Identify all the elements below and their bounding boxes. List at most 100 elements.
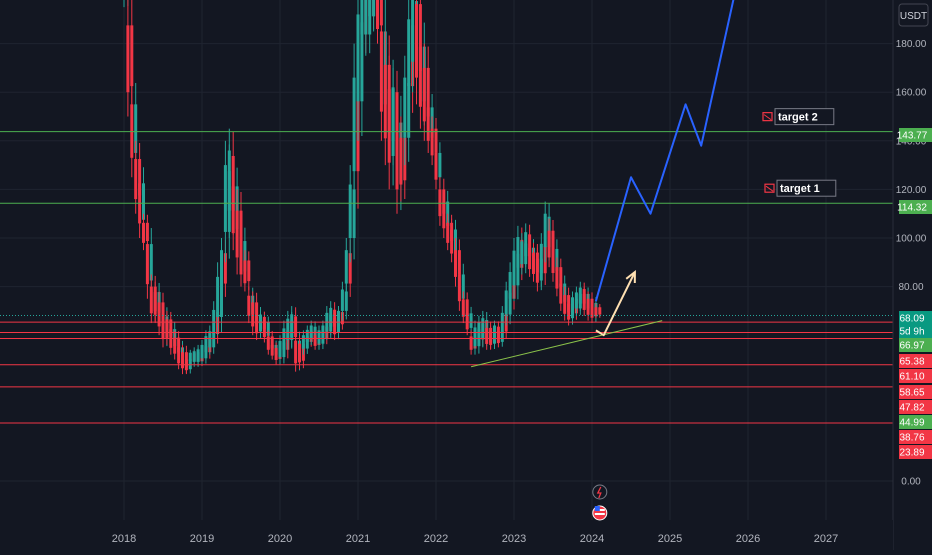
candle-body: [149, 244, 153, 281]
candle-body: [422, 67, 426, 122]
price-label-box: [899, 430, 932, 444]
candle-body: [181, 352, 184, 369]
price-label: 47.82: [899, 403, 924, 414]
candle-body: [286, 318, 290, 341]
currency-label: USDT: [900, 11, 927, 22]
candle-body: [192, 351, 196, 362]
projection-arrow-small-head: [625, 269, 636, 284]
candle-body: [434, 128, 438, 153]
candle-body: [485, 327, 489, 344]
candle-body: [399, 137, 403, 185]
candle-body: [528, 247, 532, 270]
candle-body: [426, 107, 430, 141]
x-tick-label: 2022: [424, 533, 448, 545]
candle-body: [454, 250, 457, 277]
lightning-icon[interactable]: [592, 484, 608, 500]
flag-icon: [764, 183, 775, 193]
lightning-icon-bolt: [596, 486, 602, 499]
price-label-box: [899, 324, 932, 338]
candle-body: [512, 250, 516, 286]
candle-body: [340, 289, 344, 311]
candle-body: [532, 252, 535, 274]
candle-body: [344, 250, 348, 284]
candle-body: [391, 87, 395, 141]
y-tick-label: 100.00: [896, 234, 927, 245]
price-label: 58.65: [899, 388, 924, 399]
price-label: 61.10: [899, 372, 924, 383]
candle-body: [278, 341, 282, 358]
candle-body: [582, 293, 586, 310]
candle-body: [442, 201, 446, 229]
x-tick-label: 2018: [112, 533, 136, 545]
candle-body: [376, 0, 379, 30]
candle-body: [243, 260, 247, 284]
candle-body: [134, 104, 138, 153]
us-flag-icon-canton: [594, 506, 600, 511]
candle-body: [387, 89, 391, 163]
candle-body: [520, 241, 524, 265]
price-axis: [893, 0, 932, 550]
candle-body: [524, 232, 528, 257]
candle-body: [383, 64, 387, 139]
candle-body: [266, 336, 270, 350]
candle-body: [223, 165, 227, 232]
candle-body: [317, 330, 321, 344]
candle-body: [352, 77, 356, 172]
candle-body: [130, 104, 134, 158]
candle-body: [165, 319, 169, 339]
x-tick-label: 2024: [580, 533, 604, 545]
candle-body: [551, 248, 555, 273]
candle-body: [348, 253, 352, 284]
candle-body: [348, 184, 352, 238]
candle-body: [590, 303, 594, 318]
candle-body: [430, 128, 434, 156]
candle-body: [360, 22, 364, 102]
x-tick-label: 2020: [268, 533, 292, 545]
price-label-box: [899, 445, 932, 459]
x-tick-label: 2023: [502, 533, 526, 545]
candle-body: [239, 241, 243, 275]
y-tick-label: 180.00: [896, 39, 927, 50]
candle-body: [574, 292, 578, 309]
flag-icon-mark: [763, 114, 772, 121]
candle-body: [126, 25, 130, 93]
price-label: 38.76: [899, 433, 924, 444]
candle-body: [543, 213, 547, 248]
candle-body: [481, 318, 485, 339]
candle-body: [465, 313, 469, 330]
price-label: 66.97: [899, 341, 924, 352]
us-flag-icon-stripe: [594, 513, 605, 515]
candle-body: [469, 313, 473, 328]
price-label: 143.77: [897, 131, 928, 142]
target-label-box: [776, 179, 837, 197]
x-tick-label: 2026: [736, 533, 760, 545]
us-flag-icon[interactable]: [592, 505, 608, 521]
candle-body: [216, 276, 220, 317]
candle-body: [364, 0, 368, 35]
target-label: target 2: [778, 112, 818, 124]
candle-body: [473, 327, 477, 347]
candle-body: [200, 344, 204, 359]
price-label: 23.89: [899, 448, 924, 459]
candle-body: [508, 272, 512, 299]
candle-body: [547, 230, 551, 258]
price-label: 5d 9h: [899, 327, 924, 338]
candle-body: [298, 343, 301, 363]
candle-body: [247, 260, 251, 282]
candle-body: [231, 186, 235, 234]
candle-body: [220, 250, 223, 284]
candle-body: [247, 295, 251, 316]
candle-body: [598, 307, 602, 315]
candle-body: [594, 307, 598, 316]
candle-body: [294, 340, 298, 364]
candle-body: [559, 283, 563, 304]
projection-arrow-small: [595, 271, 636, 337]
flag-icon-box: [762, 112, 773, 122]
candle-body: [535, 258, 539, 283]
candle-body: [411, 0, 415, 62]
candle-body: [188, 352, 192, 361]
y-tick-label: 120.00: [896, 185, 927, 196]
currency-button[interactable]: [898, 3, 929, 27]
